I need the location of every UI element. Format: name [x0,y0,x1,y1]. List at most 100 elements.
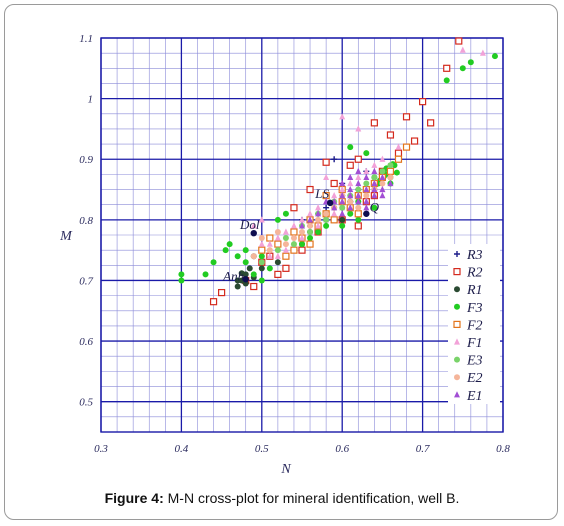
data-point [354,222,362,230]
reference-point [326,199,334,207]
data-point [347,204,354,211]
x-tick-label: 0.4 [175,443,189,455]
data-point [266,234,274,242]
data-point [346,161,354,169]
caption-label: Figure 4: [104,490,164,506]
data-point [226,241,233,248]
data-point [410,137,419,145]
legend-marker [453,268,461,276]
data-point [363,198,370,205]
legend-marker [454,251,460,257]
data-point [307,216,314,223]
x-tick-label: 0.7 [416,443,430,455]
data-point [299,222,305,229]
data-point [299,234,305,241]
y-tick-label: 0.6 [79,336,93,348]
data-point [331,204,338,211]
data-point [323,173,330,181]
y-tick-label: 0.9 [79,154,93,166]
data-point [339,204,346,211]
data-point [363,150,370,157]
data-point [394,149,403,157]
legend-label: F3 [466,301,483,316]
legend-marker [454,338,460,345]
y-tick-label: 0.5 [79,397,93,409]
data-point [393,169,400,176]
data-point [266,265,273,272]
data-point [290,222,297,229]
data-point [307,210,314,217]
data-point [339,198,346,205]
legend-label: R3 [466,248,483,263]
data-point [363,167,370,174]
legend: R3 R2 R1 F3 F2 F1 E3 E2 E1 [448,244,500,404]
legend-label: E1 [466,389,483,404]
data-point [347,192,354,199]
data-point [282,246,289,253]
y-axis-label: M [59,229,73,244]
data-point [339,216,346,223]
data-point [371,167,378,174]
data-point [209,298,218,306]
data-point [274,270,282,278]
data-point [339,192,346,199]
data-point [330,179,338,188]
data-point [246,265,253,272]
data-point [299,228,305,235]
data-point [339,179,346,187]
data-point [427,119,435,127]
data-point [307,228,314,235]
reference-points [242,199,370,283]
data-point [347,173,354,181]
data-point [290,241,297,248]
data-point [274,240,282,248]
data-point [242,247,249,254]
data-point [379,185,386,193]
data-point [443,64,451,72]
data-point [467,59,474,66]
data-point [282,241,289,248]
data-point [282,264,290,272]
data-point [258,235,265,242]
data-point [355,216,362,223]
data-point [347,179,354,187]
data-point [331,210,338,217]
data-point [266,247,273,254]
plot-border [100,37,504,433]
data-point [234,283,241,290]
data-point [339,185,346,193]
annotation-label: Dol [239,217,260,232]
y-tick-label: 1 [88,94,94,106]
data-point [379,173,386,181]
data-point [339,113,346,120]
data-point [307,222,314,229]
data-point [355,204,362,211]
data-point [355,186,362,193]
legend-marker [454,391,460,398]
data-point [459,65,466,72]
data-points [178,37,498,306]
data-point [479,49,486,56]
data-point [250,282,258,291]
data-point [363,204,370,211]
data-point [250,253,257,260]
data-point [315,228,322,235]
x-tick-label: 0.8 [496,443,510,455]
data-point [266,252,273,259]
data-point [331,192,338,199]
data-point [355,198,362,205]
data-point [371,179,378,187]
y-tick-label: 1.1 [79,33,93,45]
data-point [258,265,265,272]
x-tick-label: 0.6 [335,443,349,455]
data-point [371,185,378,193]
data-point [363,173,370,181]
data-point [322,158,330,166]
data-point [258,259,265,266]
data-point [202,271,209,278]
figure-caption: Figure 4: M-N cross-plot for mineral ide… [0,490,564,506]
data-point [386,131,395,139]
data-point [355,192,362,199]
data-point [331,156,338,163]
data-point [315,204,322,211]
